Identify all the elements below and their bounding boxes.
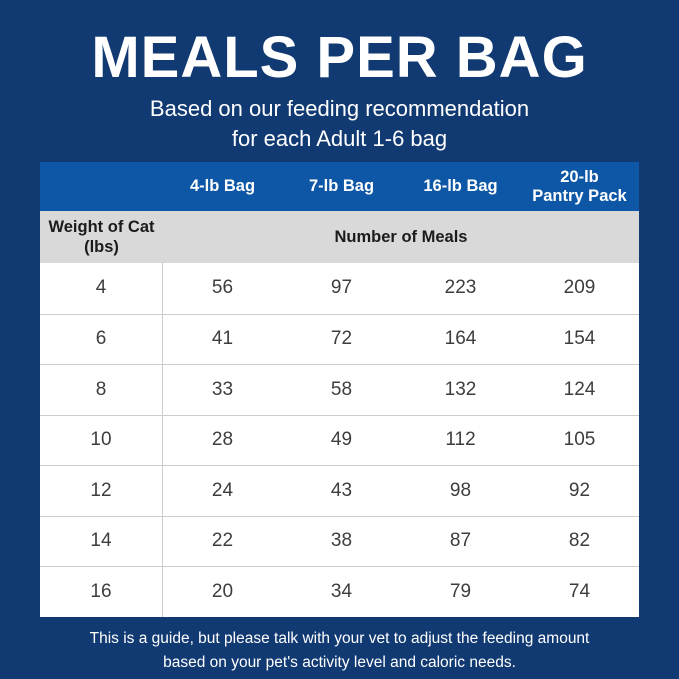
weight-cell: 12 <box>40 466 163 516</box>
footer-line-1: This is a guide, but please talk with yo… <box>89 630 590 647</box>
meals-value-cell: 164 <box>444 328 477 350</box>
meals-value-cell: 105 <box>563 429 596 451</box>
meals-value-cell: 58 <box>330 378 353 400</box>
footer-line-2: based on your pet's activity level and c… <box>163 654 516 671</box>
meals-value-cell: 20 <box>211 580 234 602</box>
meals-value-cell: 132 <box>444 378 477 400</box>
weight-cell: 14 <box>40 516 163 566</box>
table-row: 14 22 38 87 82 <box>40 515 639 566</box>
page-title: MEALS PER BAG <box>91 25 588 90</box>
table-row: 12 24 43 98 92 <box>40 465 639 516</box>
meals-value-cell: 34 <box>330 580 353 602</box>
weight-header-line-1: Weight of Cat <box>48 218 155 236</box>
meals-value-cell: 223 <box>444 277 477 299</box>
meals-value-cell: 28 <box>211 429 234 451</box>
column-header-4-lb-bag: 4-lb Bag <box>189 177 256 195</box>
meals-value-cell: 92 <box>568 479 591 501</box>
meals-value-cell: 22 <box>211 530 234 552</box>
subtitle-line-1: Based on our feeding recommendation <box>149 96 530 121</box>
weight-cell: 16 <box>40 567 163 617</box>
column-header-16-lb-bag: 16-lb Bag <box>423 177 498 195</box>
meals-value-cell: 43 <box>330 479 353 501</box>
table-subheader-row: Weight of Cat (lbs) Number of Meals <box>40 211 639 263</box>
meals-value-cell: 97 <box>330 277 353 299</box>
column-header-7-lb-bag: 7-lb Bag <box>308 177 375 195</box>
meals-value-cell: 87 <box>449 530 472 552</box>
meals-value-cell: 56 <box>211 277 234 299</box>
table-row: 4 56 97 223 209 <box>40 263 639 314</box>
meals-value-cell: 38 <box>330 530 353 552</box>
column-header-20-lb-pantry-pack: 20-lb Pantry Pack <box>532 167 627 205</box>
table-row: 10 28 49 112 105 <box>40 414 639 465</box>
meals-value-cell: 74 <box>568 580 591 602</box>
meals-value-cell: 124 <box>563 378 596 400</box>
footer-note: This is a guide, but please talk with yo… <box>0 627 679 675</box>
subtitle-line-2: for each Adult 1-6 bag <box>231 126 448 151</box>
subtitle: Based on our feeding recommendation for … <box>0 94 679 154</box>
table-header-row: 4-lb Bag 7-lb Bag 16-lb Bag 20-lb Pantry Pac… <box>40 162 639 211</box>
meals-value-cell: 33 <box>211 378 234 400</box>
weight-cell: 10 <box>40 415 163 465</box>
meals-value-cell: 82 <box>568 530 591 552</box>
meals-value-cell: 98 <box>449 479 472 501</box>
meals-value-cell: 154 <box>563 328 596 350</box>
meals-value-cell: 79 <box>449 580 472 602</box>
table-row: 8 33 58 132 124 <box>40 364 639 415</box>
weight-cell: 4 <box>40 263 163 314</box>
weight-cell: 8 <box>40 365 163 415</box>
weight-cell: 6 <box>40 314 163 364</box>
meals-value-cell: 209 <box>563 277 596 299</box>
weight-of-cat-header: Weight of Cat (lbs) <box>40 211 163 263</box>
weight-header-line-2: (lbs) <box>84 238 119 256</box>
meals-value-cell: 41 <box>211 328 234 350</box>
meals-value-cell: 49 <box>330 429 353 451</box>
table-body: 4 56 97 223 209 6 41 72 164 154 8 33 58 132 124 10 28 49 1… <box>40 263 639 617</box>
number-of-meals-header: Number of Meals <box>334 227 468 246</box>
column-header-empty <box>40 162 163 211</box>
meals-value-cell: 112 <box>445 429 476 451</box>
table-row: 6 41 72 164 154 <box>40 313 639 364</box>
meals-value-cell: 72 <box>330 328 353 350</box>
meals-value-cell: 24 <box>211 479 234 501</box>
meals-table: 4-lb Bag 7-lb Bag 16-lb Bag 20-lb Pantry Pac… <box>40 162 639 617</box>
table-row: 16 20 34 79 74 <box>40 566 639 617</box>
